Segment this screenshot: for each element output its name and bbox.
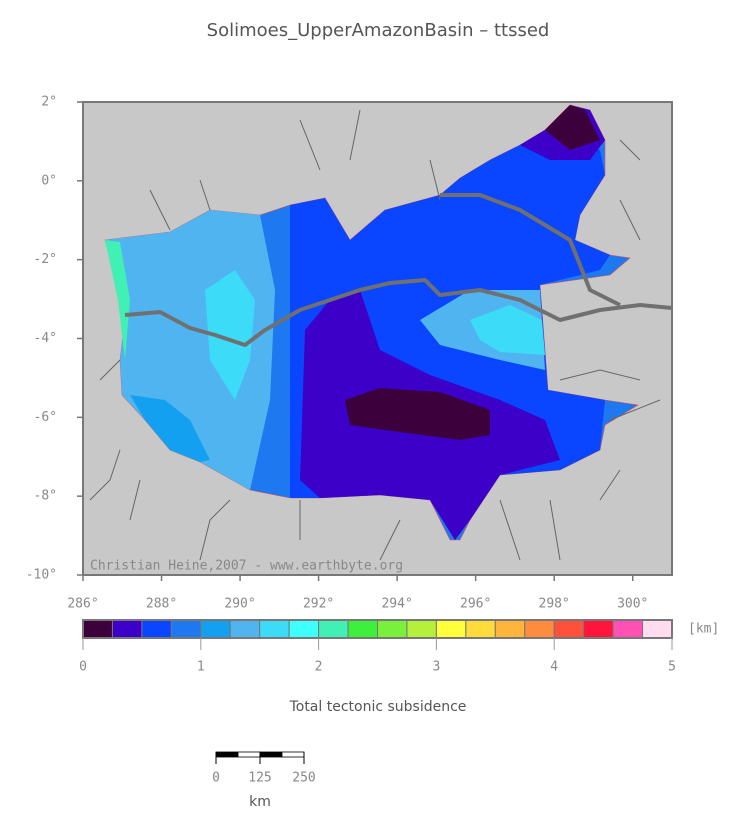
color-bin bbox=[288, 619, 320, 639]
x-tick-label: 286° bbox=[67, 597, 98, 612]
colorbar-tick-label: 5 bbox=[668, 660, 676, 675]
scale-segment bbox=[281, 751, 305, 758]
scale-segment bbox=[237, 751, 261, 758]
x-tick-label: 300° bbox=[617, 597, 648, 612]
zone bbox=[545, 105, 600, 150]
main-river bbox=[124, 278, 673, 347]
colorbar-unit: [km] bbox=[688, 622, 719, 637]
y-tick-label: -6° bbox=[34, 410, 57, 425]
basin bbox=[104, 104, 639, 541]
color-bin bbox=[82, 619, 113, 639]
scale-tick-label: 0 bbox=[212, 771, 220, 786]
color-bin bbox=[141, 619, 172, 639]
colorbar-tick-label: 3 bbox=[432, 660, 440, 675]
color-bin bbox=[612, 619, 644, 639]
zone bbox=[205, 270, 255, 400]
y-tick-label: -10° bbox=[26, 568, 57, 583]
x-tick-label: 296° bbox=[460, 597, 491, 612]
y-tick-label: -4° bbox=[34, 331, 57, 346]
y-tick-label: 2° bbox=[41, 95, 57, 110]
colorbar-label: Total tectonic subsidence bbox=[289, 699, 467, 715]
color-bin bbox=[406, 619, 437, 639]
color-bin bbox=[494, 619, 526, 639]
y-tick-label: -8° bbox=[34, 489, 57, 504]
x-tick-label: 298° bbox=[539, 597, 570, 612]
color-bin bbox=[170, 619, 202, 639]
colorbar-tick-label: 1 bbox=[197, 660, 205, 675]
colorbar-tick-label: 4 bbox=[550, 660, 558, 675]
river bbox=[440, 193, 621, 307]
colorbar-border bbox=[82, 619, 673, 639]
title: Solimoes_UpperAmazonBasin – ttssed bbox=[207, 20, 550, 41]
scale-tick-label: 250 bbox=[292, 771, 315, 786]
scale-bar: 0 125 250 bbox=[212, 751, 316, 786]
colorbar-tick-label: 2 bbox=[315, 660, 323, 675]
zone bbox=[105, 240, 130, 360]
rivers bbox=[89, 109, 673, 561]
color-bin bbox=[318, 619, 349, 639]
colorbar-tick-label: 0 bbox=[79, 660, 87, 675]
color-bin bbox=[553, 619, 585, 639]
color-bin bbox=[259, 619, 290, 639]
scale-segment bbox=[215, 751, 239, 758]
color-bin bbox=[111, 619, 143, 639]
color-bin bbox=[435, 619, 467, 639]
color-bin bbox=[229, 619, 261, 639]
river bbox=[89, 109, 661, 561]
color-bin bbox=[642, 619, 673, 639]
color-bin bbox=[583, 619, 614, 639]
color-bin bbox=[347, 619, 378, 639]
scale-segment bbox=[259, 751, 283, 758]
zone bbox=[470, 305, 545, 355]
credit: Christian Heine,2007 - www.earthbyte.org bbox=[90, 559, 403, 574]
x-tick-label: 288° bbox=[146, 597, 177, 612]
colorbar: 0 1 2 3 4 5 bbox=[79, 619, 676, 675]
x-tick-label: 292° bbox=[303, 597, 334, 612]
scale-unit: km bbox=[249, 794, 271, 810]
x-tick-label: 294° bbox=[381, 597, 412, 612]
color-bin bbox=[200, 619, 231, 639]
color-bin bbox=[377, 619, 408, 639]
map-frame: 286° 288° 290° 292° 294° 296° 298° 300° 2° 0° -2° -… bbox=[26, 95, 673, 612]
scale-tick-label: 125 bbox=[248, 771, 271, 786]
x-tick-label: 290° bbox=[224, 597, 255, 612]
y-tick-label: 0° bbox=[41, 173, 57, 188]
color-bin bbox=[465, 619, 496, 639]
zone bbox=[345, 388, 490, 440]
color-bin bbox=[524, 619, 555, 639]
zone bbox=[130, 395, 210, 462]
y-tick-label: -2° bbox=[34, 252, 57, 267]
